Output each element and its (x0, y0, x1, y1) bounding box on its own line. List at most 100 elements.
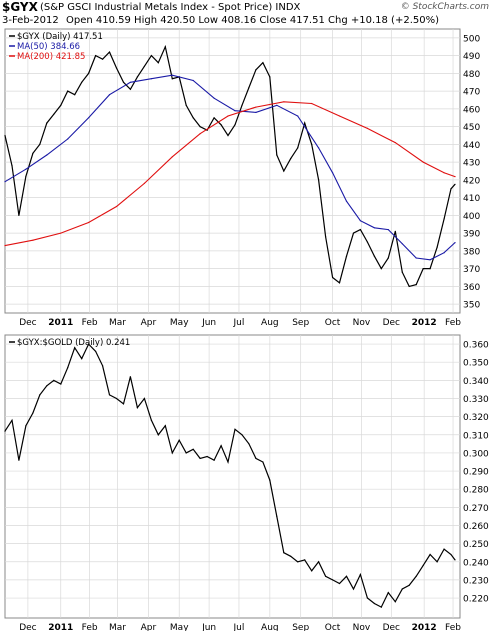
y-tick-label: 0.320 (463, 413, 489, 423)
gyx-gold-point (380, 606, 382, 608)
gyx-point (108, 51, 111, 53)
ma-50-point (46, 154, 48, 156)
gyx-point (454, 183, 456, 185)
brand-watermark: © StockCharts.com (400, 2, 489, 12)
y-tick-label: 430 (463, 159, 480, 169)
y-tick-label: 0.300 (463, 449, 489, 459)
gyx-point (185, 104, 187, 106)
ma-200-point (311, 102, 313, 105)
y-tick-label: 420 (463, 176, 480, 186)
gyx-gold-point (122, 403, 125, 405)
gyx-gold-point (429, 553, 431, 556)
x-tick-label: Oct (325, 318, 341, 328)
ma-50-point (387, 229, 389, 231)
x-tick-label: Mar (109, 623, 126, 631)
ma-200-point (454, 176, 456, 178)
y-tick-label: 0.280 (463, 486, 489, 496)
gyx-point (325, 236, 327, 238)
gyx-point (422, 268, 424, 270)
legend-entry: MA(200) 421.85 (17, 52, 85, 62)
y-tick-label: 370 (463, 265, 480, 275)
gyx-gold-point (359, 573, 361, 576)
x-tick-label: Apr (141, 623, 157, 631)
x-tick-label: Dec (19, 623, 36, 631)
gyx-gold-point (46, 385, 48, 387)
gyx-point (102, 58, 104, 60)
x-tick-label: Oct (325, 623, 341, 631)
gyx-gold-point (415, 575, 417, 577)
y-tick-label: 450 (463, 123, 480, 133)
x-tick-label: Feb (445, 318, 461, 328)
gyx-point (401, 271, 403, 273)
gyx-point (74, 94, 76, 96)
ma-50-point (213, 97, 215, 99)
gyx-gold-point (387, 592, 389, 594)
gyx-point (136, 76, 138, 78)
gyx-point (164, 46, 166, 48)
gyx-gold-point (95, 350, 97, 352)
y-tick-label: 0.350 (463, 359, 489, 369)
gyx-point (88, 72, 90, 74)
ma-50-point (234, 110, 236, 112)
x-tick-label: Feb (82, 318, 98, 328)
ma-50-point (150, 78, 152, 80)
y-tick-label: 500 (463, 34, 480, 44)
gyx-gold-point (290, 555, 292, 557)
x-tick-label: Dec (19, 318, 36, 328)
gyx-point (122, 81, 125, 83)
quote-date: 3-Feb-2012 (2, 15, 59, 26)
gyx-point (143, 65, 145, 67)
x-tick-label: Nov (353, 318, 371, 328)
gyx-point (234, 124, 236, 126)
y-tick-label: 350 (463, 301, 480, 311)
ma-50-point (429, 259, 431, 261)
ma-50-point (415, 257, 417, 259)
ma-50-point (318, 147, 320, 149)
gyx-gold-point (297, 561, 299, 563)
gyx-point (387, 257, 389, 259)
ma-50-point (443, 252, 445, 254)
ma-200-point (283, 101, 285, 103)
x-tick-label: Nov (353, 623, 371, 631)
gyx-gold-point (422, 564, 424, 567)
gyx-gold-point (115, 397, 118, 400)
gyx-point (11, 165, 13, 167)
gyx-gold-point (150, 419, 152, 421)
gyx-gold-point (283, 552, 285, 554)
gyx-gold-point (39, 394, 41, 396)
y-tick-label: 470 (463, 88, 480, 98)
ma-50-point (4, 181, 6, 183)
gyx-point (380, 268, 382, 270)
gyx-gold-point (4, 430, 6, 432)
x-tick-label: 2012 (412, 623, 437, 631)
ma-200-point (422, 161, 424, 163)
gyx-gold-point (325, 575, 327, 577)
y-tick-label: 0.340 (463, 377, 489, 387)
gyx-point (220, 124, 222, 126)
ma-50-point (25, 168, 27, 170)
y-tick-label: 380 (463, 247, 480, 257)
x-tick-label: 2011 (48, 318, 73, 328)
ohlc-summary: Open 410.59 High 420.50 Low 408.16 Close… (66, 15, 439, 26)
gyx-point (171, 78, 173, 80)
price-panel-frame (4, 28, 461, 314)
x-tick-label: Jun (201, 318, 216, 328)
gyx-gold-point (304, 559, 306, 561)
gyx-gold-point (366, 597, 368, 599)
ratio-panel-frame (4, 334, 461, 619)
ma-200-line (4, 101, 456, 247)
gyx-gold-point (136, 407, 138, 409)
gyx-gold-point (32, 412, 34, 414)
gyx-gold-point (108, 394, 111, 396)
gyx-point (345, 255, 348, 257)
gyx-point (429, 268, 431, 270)
gyx-gold-point (25, 425, 27, 427)
gyx-point (408, 285, 410, 287)
gyx-gold-point (352, 588, 355, 590)
gyx-point (304, 122, 306, 124)
y-tick-label: 0.290 (463, 468, 489, 478)
ma-50-line (4, 74, 456, 261)
gyx-gold-point (81, 358, 83, 360)
gyx-point (338, 282, 341, 284)
gyx-line (4, 44, 456, 288)
